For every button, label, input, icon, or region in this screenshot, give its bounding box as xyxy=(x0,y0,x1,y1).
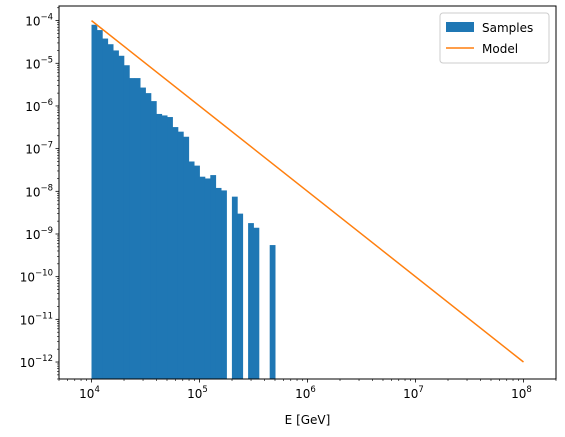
tick-label: 10−5 xyxy=(25,55,53,71)
x-axis-label: E [GeV] xyxy=(285,413,331,427)
histogram-bar xyxy=(156,113,163,379)
histogram-bar xyxy=(102,38,109,380)
histogram-bar xyxy=(118,55,125,380)
histogram-bar xyxy=(172,127,179,379)
histogram-bars xyxy=(91,24,276,380)
tick-label: 105 xyxy=(187,385,208,401)
legend-model-label: Model xyxy=(482,42,518,56)
histogram-bar xyxy=(199,176,206,379)
tick-label: 10−6 xyxy=(25,98,53,114)
tick-label: 10−12 xyxy=(20,354,53,370)
legend-samples-swatch xyxy=(446,22,474,32)
tick-label: 10−8 xyxy=(25,183,53,199)
model-line xyxy=(91,20,524,363)
histogram-bar xyxy=(194,165,200,379)
histogram-bar xyxy=(150,101,157,379)
legend-samples-label: Samples xyxy=(482,21,533,35)
histogram-bar xyxy=(177,131,184,379)
histogram-bar xyxy=(221,190,227,379)
tick-label: 10−11 xyxy=(20,311,53,327)
histogram-bar xyxy=(107,44,114,380)
histogram-bar xyxy=(91,24,98,379)
histogram-bar xyxy=(253,227,260,379)
histogram-bar xyxy=(123,65,130,380)
histogram-bar xyxy=(210,175,217,379)
histogram-bar xyxy=(140,87,146,379)
histogram-bar xyxy=(204,178,211,379)
histogram-bar xyxy=(248,223,254,379)
x-axis-ticks: 104 105 106 107 108 xyxy=(58,379,557,401)
histogram-bar xyxy=(231,196,238,379)
tick-label: 10−9 xyxy=(25,226,53,242)
histogram-bar xyxy=(269,245,276,379)
histogram-bar xyxy=(215,187,222,379)
histogram-bar xyxy=(113,50,119,379)
histogram-bar xyxy=(96,30,103,380)
tick-label: 107 xyxy=(403,385,424,401)
tick-label: 106 xyxy=(295,385,316,401)
histogram-bar xyxy=(145,93,152,380)
y-axis-ticks: 10−12 10−11 10−10 10−9 10−8 10−7 10−6 10−5 10−4 xyxy=(20,7,59,380)
tick-label: 104 xyxy=(79,385,100,401)
histogram-bar xyxy=(167,117,173,379)
legend: Samples Model xyxy=(439,12,550,64)
histogram-bar xyxy=(237,213,244,379)
histogram-bar xyxy=(188,161,195,379)
model-line-group xyxy=(91,20,524,363)
histogram-bar xyxy=(161,115,168,380)
histogram-bar xyxy=(129,78,136,379)
tick-label: 108 xyxy=(511,385,532,401)
histogram-bar xyxy=(183,136,190,379)
tick-label: 10−7 xyxy=(25,141,53,157)
histogram-bar xyxy=(134,78,141,379)
tick-label: 10−10 xyxy=(20,269,53,285)
tick-label: 10−4 xyxy=(25,13,53,29)
